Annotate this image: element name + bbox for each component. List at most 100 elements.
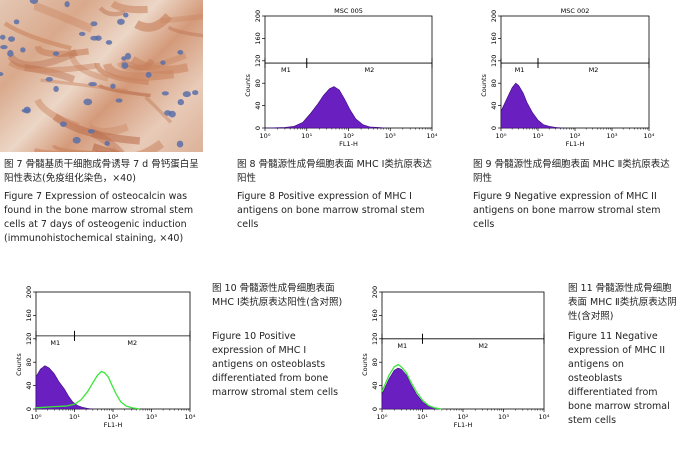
fig9-caption-zh: 图 9 骨髓源性成骨细胞表面 MHC Ⅱ类抗原表达阴性 xyxy=(473,159,670,184)
y-tick-label: 120 xyxy=(371,333,379,345)
stained-fiber xyxy=(87,123,129,136)
plot-title: MSC 005 xyxy=(334,7,363,15)
x-tick-label: 10² xyxy=(570,132,581,140)
stained-fiber xyxy=(110,0,148,14)
stained-fiber xyxy=(98,6,126,17)
y-tick-label: 200 xyxy=(254,10,262,22)
cell-nucleus xyxy=(182,91,191,98)
stained-fiber xyxy=(34,45,90,57)
cell-nucleus xyxy=(117,18,125,25)
fig7-caption-en: Figure 7 Expression of osteocalcin was f… xyxy=(4,191,194,244)
histogram-filled xyxy=(264,86,387,129)
fig7-micrograph-image xyxy=(0,0,203,152)
x-axis-label: FL1-H xyxy=(566,140,585,148)
histogram-control-outline xyxy=(35,370,141,410)
y-tick-label: 160 xyxy=(371,309,379,321)
fig7-panel: 图 7 骨髓基质干细胞成骨诱导 7 d 骨钙蛋白呈阳性表达(免疫组化染色，×40… xyxy=(0,0,205,250)
y-tick-label: 40 xyxy=(254,101,262,109)
cell-nucleus xyxy=(59,121,67,127)
fig11-caption-en: Figure 11 Negative expression of MHC II … xyxy=(568,331,670,426)
histogram-filled xyxy=(500,82,564,129)
cell-nucleus xyxy=(90,35,99,41)
x-tick-label: 10⁴ xyxy=(185,413,196,421)
cell-nucleus xyxy=(177,99,185,106)
y-tick-label: 0 xyxy=(490,126,498,130)
y-axis-label: Counts xyxy=(480,73,488,96)
stained-fiber xyxy=(33,147,93,152)
fig11-panel: 0 40 80 120 160 200 10⁰ 10¹ 10² 10³ 10⁴ FL1-H Counts… xyxy=(350,280,684,450)
x-tick-label: 10³ xyxy=(607,132,618,140)
cell-nucleus xyxy=(115,98,123,103)
y-tick-label: 160 xyxy=(254,32,262,44)
x-tick-label: 10¹ xyxy=(533,132,544,140)
fig10-panel: 0 40 80 120 160 200 10⁰ 10¹ 10² 10³ 10⁴ FL1-H Counts… xyxy=(0,280,350,450)
x-tick-label: 10⁴ xyxy=(539,413,550,421)
cell-nucleus xyxy=(90,21,98,27)
cell-nucleus xyxy=(192,90,199,96)
y-axis-label: Counts xyxy=(15,353,23,376)
marker-label: M2 xyxy=(365,66,375,74)
stained-fiber xyxy=(91,143,122,152)
histogram-control-outline xyxy=(381,363,442,410)
stained-fiber xyxy=(130,55,189,75)
cell-nucleus xyxy=(8,36,16,42)
y-tick-label: 160 xyxy=(490,32,498,44)
marker-label: M2 xyxy=(478,342,488,350)
cell-nucleus xyxy=(45,77,53,82)
stained-fiber xyxy=(160,13,203,24)
y-tick-label: 200 xyxy=(25,286,33,298)
y-tick-label: 160 xyxy=(25,309,33,321)
x-tick-label: 10² xyxy=(108,413,119,421)
cell-nucleus xyxy=(29,0,39,4)
cell-nucleus xyxy=(110,83,116,89)
x-tick-label: 10² xyxy=(343,132,354,140)
stained-fiber xyxy=(3,21,72,51)
x-tick-label: 10⁴ xyxy=(644,132,655,140)
stained-fiber xyxy=(24,64,76,83)
histogram-filled xyxy=(35,365,93,410)
marker-label: M2 xyxy=(589,66,599,74)
y-tick-label: 40 xyxy=(490,101,498,109)
cell-nucleus xyxy=(168,110,176,118)
stained-fiber xyxy=(8,60,97,73)
histogram-filled xyxy=(381,367,442,410)
marker-label: M1 xyxy=(397,342,407,350)
y-tick-label: 200 xyxy=(371,286,379,298)
stained-fiber xyxy=(33,1,94,33)
cell-nucleus xyxy=(123,12,129,18)
fig8-chart: 0 40 80 120 160 200 10⁰ 10¹ 10² 10³ 10⁴ FL1-H Counts… xyxy=(244,7,438,148)
stained-fiber xyxy=(40,78,128,93)
x-tick-label: 10⁴ xyxy=(427,132,438,140)
y-tick-label: 0 xyxy=(371,407,379,411)
y-tick-label: 80 xyxy=(490,79,498,87)
cell-nucleus xyxy=(105,40,113,45)
cell-nucleus xyxy=(53,85,59,93)
fig7-caption-zh: 图 7 骨髓基质干细胞成骨诱导 7 d 骨钙蛋白呈阳性表达(免疫组化染色，×40… xyxy=(4,159,199,184)
cell-nucleus xyxy=(0,72,4,77)
x-axis-label: FL1-H xyxy=(339,140,358,148)
x-axis-label: FL1-H xyxy=(454,421,473,429)
y-tick-label: 0 xyxy=(25,407,33,411)
cell-nucleus xyxy=(7,50,14,57)
cell-nucleus xyxy=(177,49,184,55)
cell-nucleus xyxy=(52,51,60,56)
x-tick-label: 10¹ xyxy=(417,413,428,421)
y-tick-label: 120 xyxy=(254,55,262,67)
cell-nucleus xyxy=(64,1,70,8)
fig8-caption-en: Figure 8 Positive expression of MHC I an… xyxy=(237,191,425,230)
cell-nucleus xyxy=(83,98,93,106)
cell-nucleus xyxy=(161,91,169,96)
cell-nucleus xyxy=(0,44,8,50)
stained-fiber xyxy=(103,62,175,81)
stained-fiber xyxy=(94,62,149,86)
cell-nucleus xyxy=(78,31,86,36)
x-tick-label: 10¹ xyxy=(301,132,312,140)
y-tick-label: 200 xyxy=(490,10,498,22)
fig8-caption-zh: 图 8 骨髓源性成骨细胞表面 MHC Ⅰ类抗原表达阳性 xyxy=(237,159,432,184)
stained-fiber xyxy=(98,83,151,98)
stained-fiber xyxy=(167,25,203,38)
x-tick-label: 10³ xyxy=(385,132,396,140)
fig9-panel: 0 40 80 120 160 200 10⁰ 10¹ 10² 10³ 10⁴ FL1-H Counts… xyxy=(465,0,680,240)
cell-nucleus xyxy=(0,34,6,40)
y-tick-label: 120 xyxy=(25,333,33,345)
